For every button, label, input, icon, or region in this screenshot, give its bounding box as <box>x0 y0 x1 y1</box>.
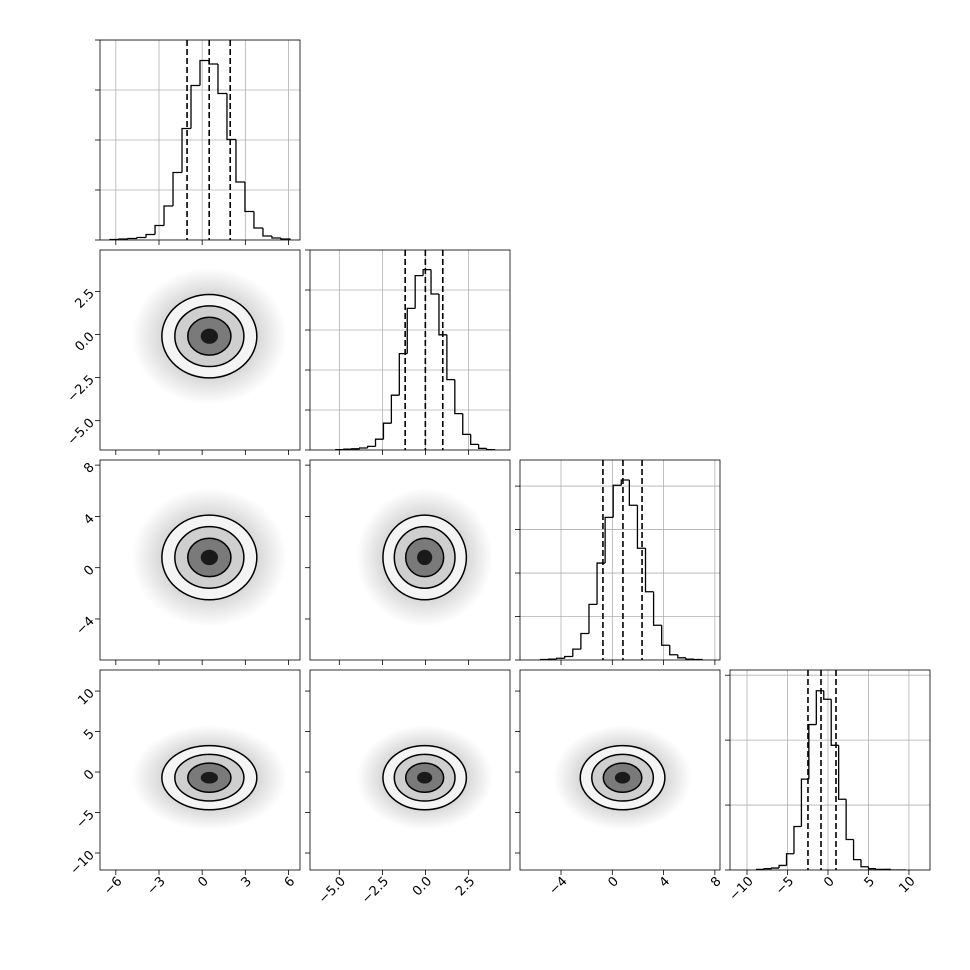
histogram-bin <box>890 869 899 870</box>
panel-frame <box>99 459 301 661</box>
panel <box>356 488 493 627</box>
panel <box>310 250 510 450</box>
histogram-bin <box>438 294 447 336</box>
histogram-bin <box>127 237 138 240</box>
panel <box>131 488 288 627</box>
histogram-bin <box>430 269 439 295</box>
histogram-bin <box>763 868 772 870</box>
histogram-bin <box>477 444 487 450</box>
histogram-bin <box>572 648 581 657</box>
histogram-bin <box>454 379 463 415</box>
histogram-bin <box>628 480 638 506</box>
histogram-bin <box>382 422 392 440</box>
histogram-bin <box>580 632 589 650</box>
histogram-bin <box>588 603 598 634</box>
histogram-bin <box>199 59 209 86</box>
contour <box>200 328 218 344</box>
contour <box>614 771 631 784</box>
histogram-bin <box>163 205 174 226</box>
histogram-bin <box>226 93 236 141</box>
histogram-bin <box>604 516 614 564</box>
histogram-bin <box>564 655 573 659</box>
histogram-bin <box>852 839 862 861</box>
panel <box>100 40 300 240</box>
histogram-bin <box>644 548 654 593</box>
contour <box>417 549 433 566</box>
contour <box>200 771 218 784</box>
histogram-bin <box>374 438 384 447</box>
histogram-bin <box>154 224 165 235</box>
histogram-bin <box>359 447 368 449</box>
contour <box>200 549 218 566</box>
panel-frame <box>519 669 721 871</box>
histogram-bin <box>280 238 291 240</box>
histogram-bin <box>244 182 254 213</box>
histogram-bin <box>875 868 884 870</box>
histogram-bin <box>253 211 263 229</box>
panel-frame <box>729 669 931 871</box>
histogram-bin <box>808 723 817 780</box>
histogram-bin <box>172 171 183 206</box>
histogram-bin <box>652 591 662 626</box>
histogram-bin <box>785 853 794 866</box>
histogram-bin <box>414 274 424 309</box>
histogram-bin <box>556 657 565 660</box>
histogram-bin <box>793 825 802 854</box>
histogram-bin <box>620 479 630 486</box>
histogram-bin <box>636 505 646 549</box>
histogram-bin <box>867 866 876 870</box>
histogram-bin <box>190 84 200 129</box>
histogram-bin <box>823 690 832 700</box>
histogram-bin <box>366 445 376 448</box>
panel-frame <box>309 249 511 451</box>
panel-frame <box>99 669 301 871</box>
panel <box>553 725 692 831</box>
histogram-bin <box>470 434 479 446</box>
panel <box>131 267 288 405</box>
panel-frame <box>309 669 511 871</box>
histogram-bin <box>685 657 694 660</box>
histogram-bin <box>136 236 147 239</box>
histogram-bin <box>181 127 192 173</box>
histogram-bin <box>778 864 787 869</box>
histogram-bin <box>217 64 227 95</box>
histogram-bin <box>235 139 245 183</box>
histogram-bin <box>118 238 129 240</box>
histogram-bin <box>845 799 854 841</box>
panel-frame <box>99 249 301 451</box>
histogram-bin <box>661 625 670 646</box>
histogram-bin <box>390 394 400 424</box>
panel <box>131 725 288 831</box>
panel <box>356 725 493 831</box>
histogram-bin <box>669 645 678 656</box>
panel <box>520 460 720 660</box>
histogram-bin <box>800 778 809 827</box>
panel-frame <box>519 459 721 661</box>
histogram-bin <box>860 859 869 868</box>
panel-frame <box>309 459 511 661</box>
histogram-bin <box>406 307 416 354</box>
contour <box>417 771 433 784</box>
histogram-bin <box>422 268 432 276</box>
histogram-bin <box>462 413 471 436</box>
histogram-bin <box>271 236 281 239</box>
histogram-bin <box>838 745 847 800</box>
histogram-bin <box>446 334 455 381</box>
histogram-bin <box>262 228 272 237</box>
histogram-bin <box>770 867 780 869</box>
histogram-bin <box>677 654 686 659</box>
panel <box>730 670 930 870</box>
histogram-bin <box>612 484 622 518</box>
histogram-bin <box>145 233 156 238</box>
